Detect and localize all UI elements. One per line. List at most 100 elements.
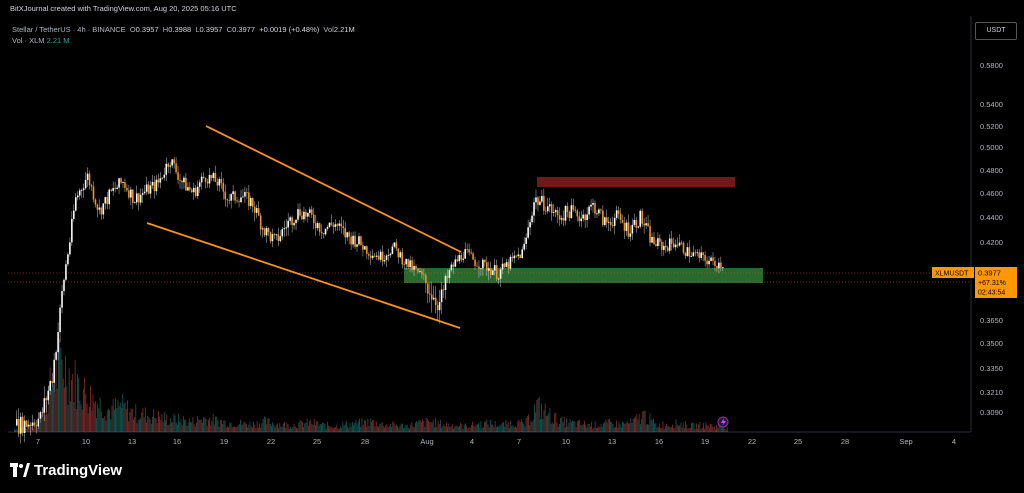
candlestick[interactable] [198, 182, 201, 187]
candlestick[interactable] [468, 249, 470, 253]
candlestick[interactable] [281, 229, 284, 237]
candlestick[interactable] [135, 193, 138, 203]
candlestick[interactable] [16, 419, 18, 426]
candlestick[interactable] [265, 228, 268, 236]
candlestick[interactable] [712, 257, 714, 261]
candlestick[interactable] [104, 197, 107, 204]
candlestick[interactable] [324, 228, 327, 235]
candlestick[interactable] [307, 212, 309, 217]
candlestick[interactable] [702, 252, 704, 256]
candlestick[interactable] [537, 197, 539, 205]
candlestick[interactable] [486, 262, 488, 271]
candlestick[interactable] [625, 222, 628, 231]
candlestick[interactable] [23, 420, 26, 433]
candlestick[interactable] [586, 214, 588, 221]
candlestick[interactable] [212, 172, 215, 178]
candlestick[interactable] [554, 210, 557, 213]
candlestick[interactable] [252, 198, 254, 207]
candlestick[interactable] [470, 252, 472, 254]
candlestick[interactable] [722, 267, 724, 269]
candlestick[interactable] [568, 212, 571, 219]
candlestick[interactable] [637, 226, 640, 228]
candlestick[interactable] [322, 233, 325, 235]
candlestick[interactable] [545, 210, 547, 212]
candlestick[interactable] [47, 390, 50, 401]
candlestick[interactable] [63, 279, 65, 292]
candlestick[interactable] [78, 190, 81, 196]
candlestick[interactable] [106, 197, 109, 205]
candlestick[interactable] [600, 209, 602, 211]
candlestick[interactable] [417, 268, 419, 272]
candlestick[interactable] [704, 255, 706, 261]
candlestick[interactable] [383, 260, 386, 262]
candlestick[interactable] [651, 236, 653, 243]
candlestick[interactable] [297, 209, 299, 220]
candlestick[interactable] [517, 254, 520, 257]
candlestick[interactable] [98, 207, 101, 210]
candlestick[interactable] [39, 412, 42, 419]
candlestick[interactable] [370, 255, 372, 258]
candlestick[interactable] [438, 302, 441, 311]
candlestick[interactable] [19, 416, 22, 434]
candlestick[interactable] [173, 159, 175, 164]
candlestick[interactable] [639, 210, 642, 227]
candlestick[interactable] [275, 234, 278, 236]
candlestick[interactable] [143, 191, 146, 194]
candlestick[interactable] [242, 196, 244, 198]
candlestick[interactable] [674, 244, 677, 248]
candlestick[interactable] [535, 197, 537, 203]
candlestick[interactable] [330, 222, 333, 225]
candlestick[interactable] [151, 181, 154, 186]
candlestick[interactable] [216, 181, 219, 186]
candlestick[interactable] [377, 255, 380, 260]
candlestick[interactable] [238, 201, 240, 203]
candlestick[interactable] [202, 176, 205, 179]
candlestick[interactable] [236, 200, 238, 202]
candlestick[interactable] [25, 420, 28, 427]
candlestick[interactable] [454, 259, 457, 267]
candlestick[interactable] [578, 216, 581, 222]
candlestick[interactable] [556, 210, 559, 216]
candlestick[interactable] [277, 234, 280, 241]
candlestick[interactable] [368, 253, 370, 256]
candlestick[interactable] [391, 246, 394, 254]
candlestick[interactable] [291, 217, 293, 226]
candlestick[interactable] [464, 249, 466, 259]
upper-trendline[interactable] [205, 125, 462, 253]
candlestick[interactable] [387, 255, 390, 257]
candlestick[interactable] [210, 174, 213, 178]
candlestick[interactable] [246, 192, 248, 193]
candlestick[interactable] [564, 206, 567, 221]
candlestick[interactable] [51, 381, 53, 383]
candlestick[interactable] [700, 252, 702, 258]
candlestick[interactable] [547, 206, 549, 212]
candlestick[interactable] [102, 203, 105, 215]
support-zone[interactable] [404, 268, 763, 283]
candlestick[interactable] [460, 254, 463, 260]
candlestick[interactable] [112, 188, 114, 191]
candlestick[interactable] [478, 266, 480, 269]
candlestick[interactable] [476, 265, 478, 267]
candlestick[interactable] [222, 182, 225, 192]
candlestick[interactable] [397, 248, 400, 258]
candlestick[interactable] [696, 252, 699, 254]
candlestick[interactable] [550, 204, 553, 213]
candlestick[interactable] [582, 214, 584, 219]
candlestick[interactable] [548, 204, 551, 207]
candlestick[interactable] [641, 210, 643, 224]
candlestick[interactable] [694, 252, 697, 254]
candlestick[interactable] [82, 188, 85, 190]
candlestick[interactable] [301, 215, 303, 220]
candlestick[interactable] [346, 232, 348, 238]
candlestick[interactable] [419, 271, 421, 272]
candlestick[interactable] [181, 180, 183, 183]
candlestick[interactable] [366, 246, 368, 254]
candlestick[interactable] [415, 266, 417, 269]
candlestick[interactable] [257, 208, 260, 216]
candlestick[interactable] [204, 178, 207, 182]
candlestick[interactable] [692, 252, 695, 257]
candlestick[interactable] [218, 179, 221, 186]
candlestick[interactable] [635, 219, 638, 228]
candlestick[interactable] [718, 262, 720, 269]
candlestick[interactable] [311, 209, 313, 215]
